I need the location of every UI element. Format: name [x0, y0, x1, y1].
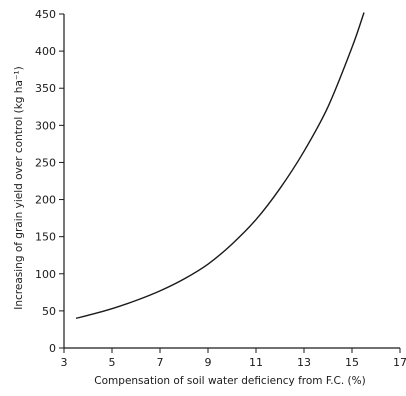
x-tick-label: 15 — [345, 356, 359, 369]
x-tick-label: 5 — [109, 356, 116, 369]
x-tick-label: 9 — [205, 356, 212, 369]
y-tick-label: 50 — [42, 305, 56, 318]
y-tick-label: 200 — [35, 194, 56, 207]
x-tick-label: 11 — [249, 356, 263, 369]
y-tick-label: 300 — [35, 119, 56, 132]
x-tick-label: 17 — [393, 356, 406, 369]
x-tick-label: 3 — [61, 356, 68, 369]
y-tick-label: 450 — [35, 8, 56, 21]
y-tick-label: 150 — [35, 231, 56, 244]
x-axis-label: Compensation of soil water deficiency fr… — [94, 375, 365, 387]
x-tick-label: 13 — [297, 356, 311, 369]
series — [75, 12, 365, 319]
y-tick-label: 350 — [35, 82, 56, 95]
y-tick-label: 400 — [35, 45, 56, 58]
y-axis-label: Increasing of grain yield over control (… — [13, 66, 25, 309]
ticks — [59, 13, 401, 353]
x-tick-label: 7 — [157, 356, 164, 369]
series-line — [75, 12, 365, 319]
axes — [63, 14, 400, 349]
y-tick-label: 100 — [35, 268, 56, 281]
y-tick-label: 250 — [35, 156, 56, 169]
tick-labels: 3 5 7 9 11 13 15 17 0 50 100 150 200 250 300 350 400 450 — [35, 8, 406, 369]
y-tick-label: 0 — [49, 342, 56, 355]
